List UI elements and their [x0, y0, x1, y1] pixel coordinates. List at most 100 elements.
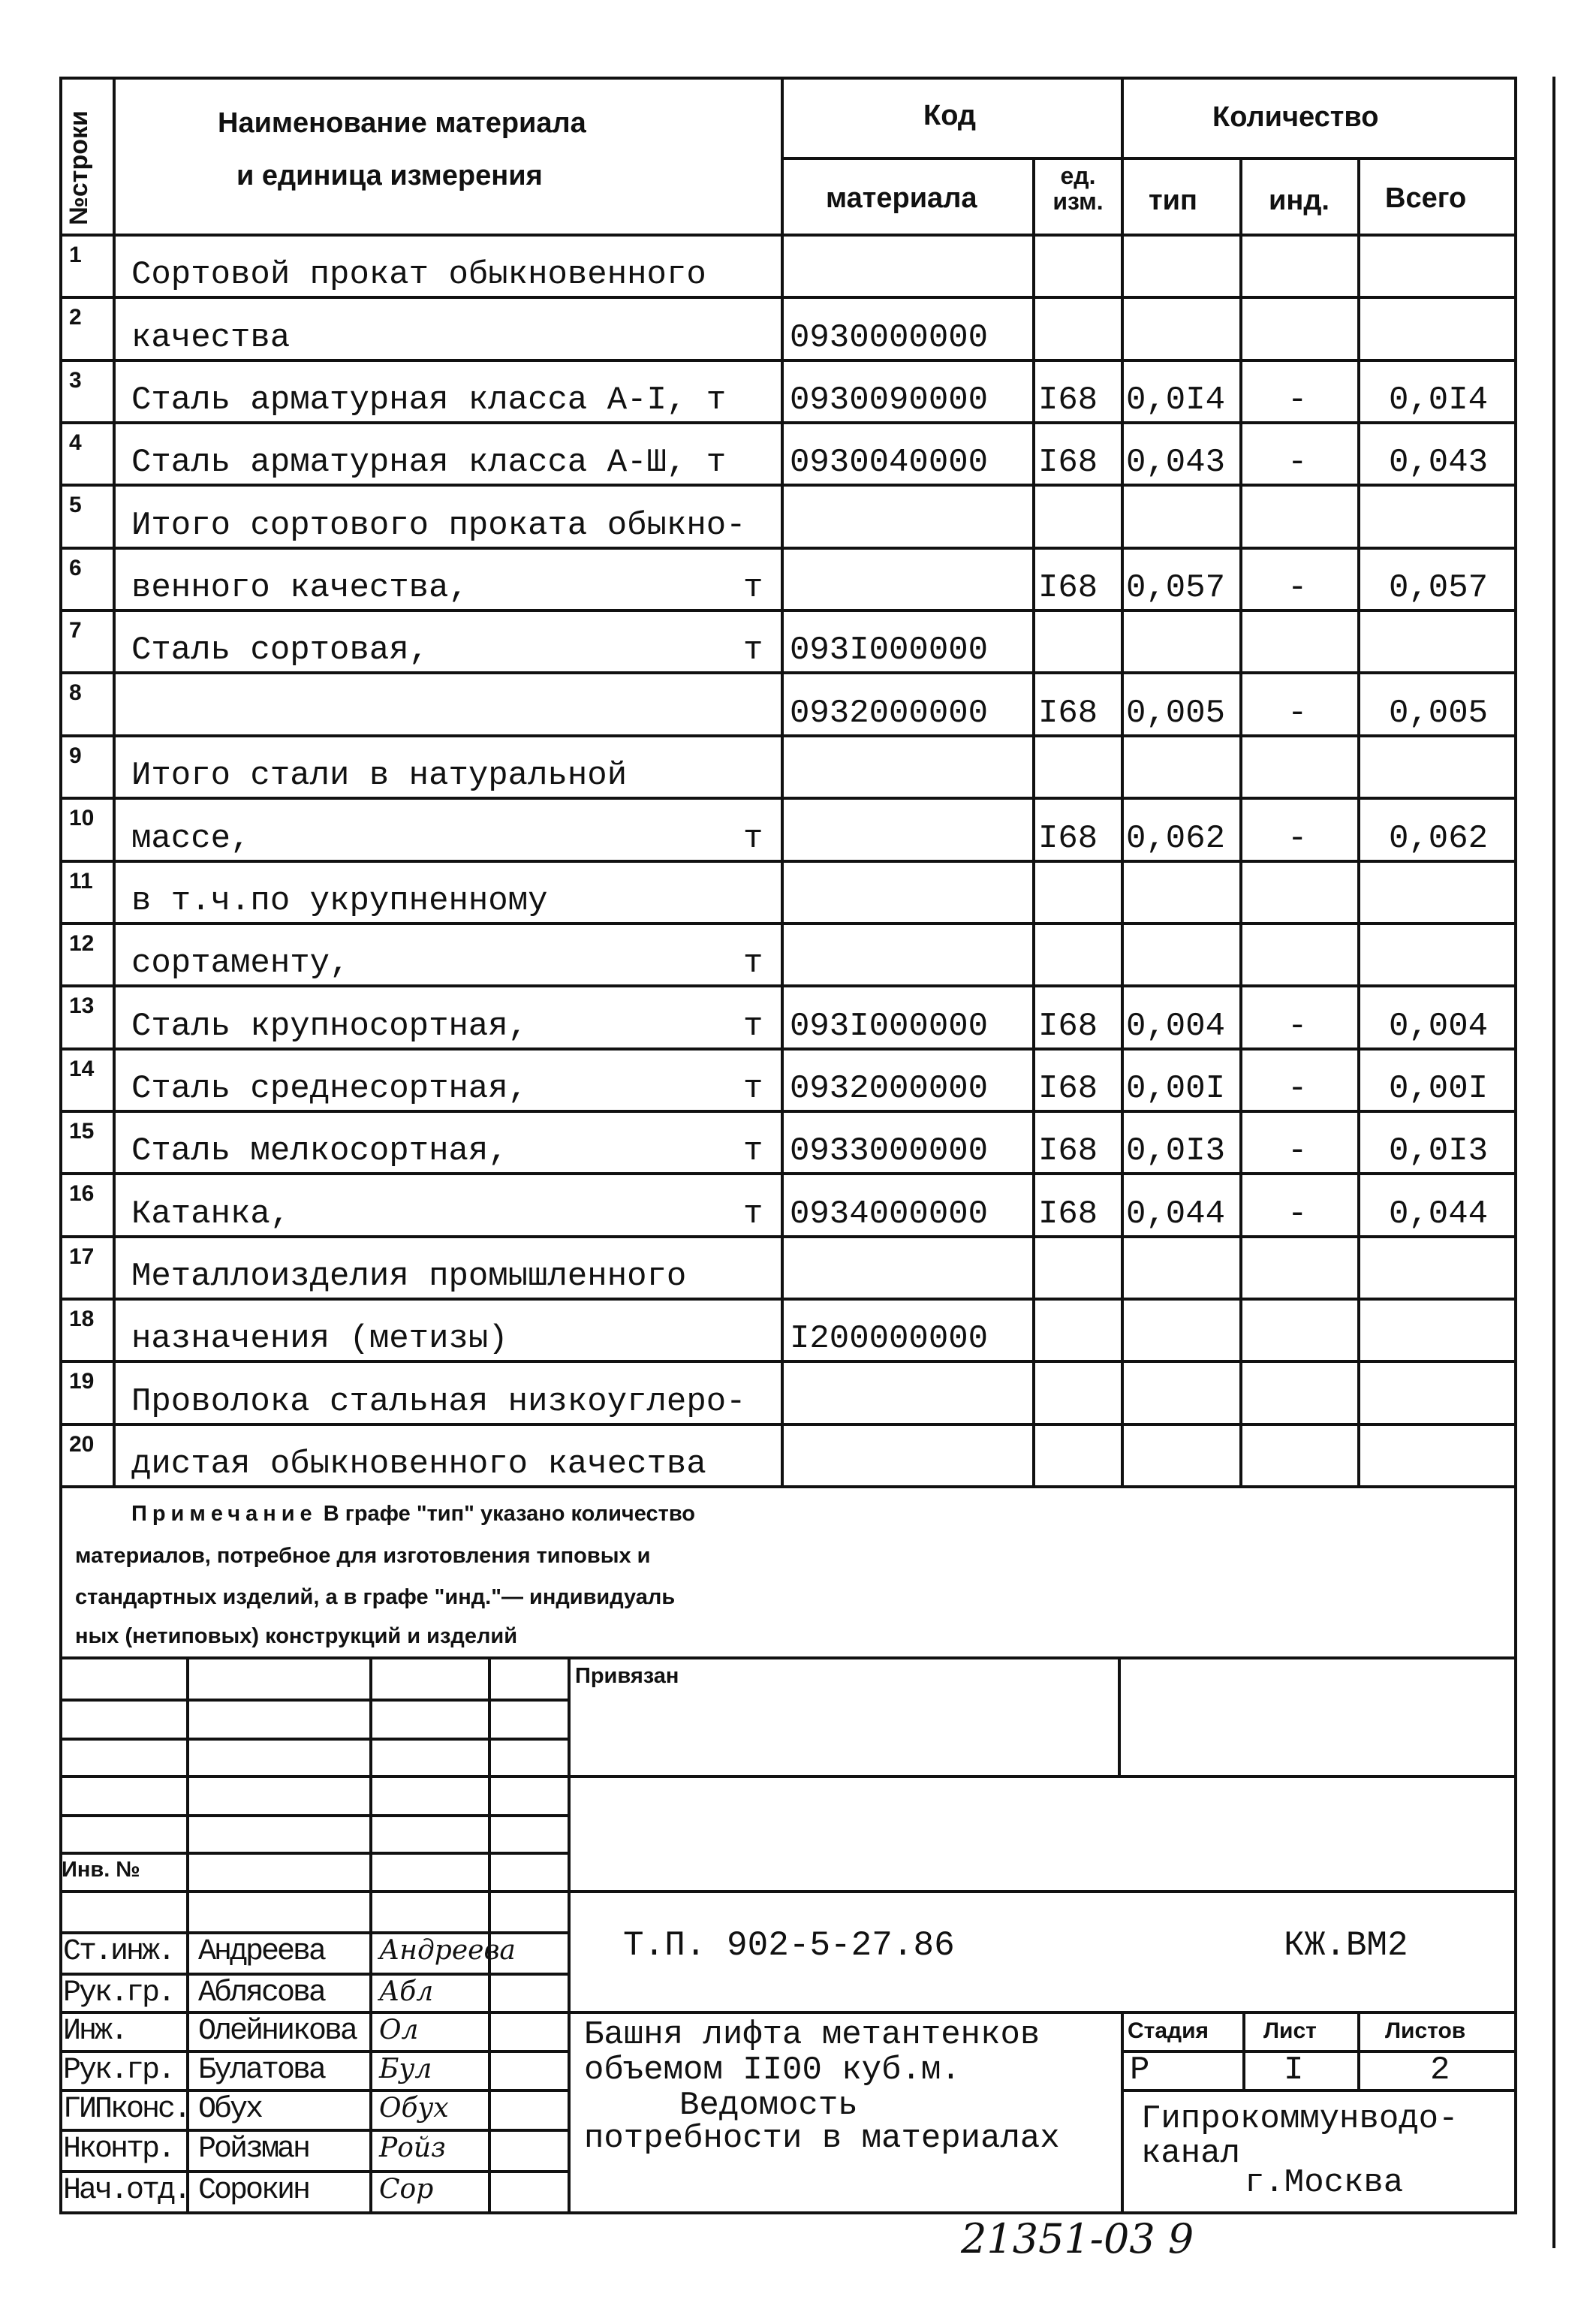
row-number: 13: [69, 993, 95, 1018]
grid-line: [1239, 157, 1242, 1488]
grid-line: [1032, 157, 1035, 1488]
material-name: дистая обыкновенного качества: [131, 1445, 706, 1483]
note-line1: Примечание В графе "тип" указано количес…: [131, 1503, 695, 1525]
signature: Обух: [379, 2093, 449, 2124]
grid-line: [1514, 77, 1517, 2214]
qty-ind: -: [1287, 1070, 1308, 1108]
grid-line: [59, 1485, 1517, 1488]
signer-role: Инж.: [63, 2015, 128, 2048]
qty-ind: -: [1287, 444, 1308, 481]
unit-code: I68: [1038, 569, 1098, 607]
grid-line: [59, 1047, 1517, 1051]
material-code: 0930090000: [790, 381, 989, 419]
grid-line: [59, 77, 62, 2214]
title-line2: объемом II00 куб.м.: [584, 2051, 961, 2089]
grid-line: [781, 157, 1517, 160]
signature: Андреева: [379, 1935, 516, 1966]
row-number: 7: [69, 618, 82, 643]
grid-line: [59, 922, 1517, 925]
signer-name: Булатова: [198, 2054, 327, 2087]
material-code: 0932000000: [790, 695, 989, 732]
grid-line: [59, 860, 1517, 863]
sheet-label: Лист: [1263, 2018, 1317, 2043]
grid-line: [1121, 77, 1124, 1488]
title-line4: потребности в материалах: [584, 2120, 1060, 2157]
qty-total: 0,044: [1389, 1195, 1489, 1233]
material-name: Катанка,: [131, 1195, 291, 1233]
note-line2: материалов, потребное для изготовления т…: [75, 1544, 651, 1568]
signature: Ройз: [379, 2133, 446, 2163]
qty-ind: -: [1287, 381, 1308, 419]
grid-line: [59, 1775, 571, 1778]
qty-type: 0,062: [1126, 820, 1226, 858]
unit: т: [743, 1195, 763, 1233]
qty-type: 0,0I4: [1126, 381, 1226, 419]
grid-line: [59, 484, 1517, 487]
qty-total: 0,00I: [1389, 1070, 1489, 1108]
qty-ind: -: [1287, 695, 1308, 732]
grid-line: [59, 421, 1517, 424]
grid-line: [59, 2129, 571, 2132]
material-name: Итого сортового проката обыкно-: [131, 507, 746, 544]
qty-total: 0,062: [1389, 820, 1489, 858]
name-header-line2: и единица измерения: [236, 160, 543, 191]
row-number: 10: [69, 806, 95, 830]
title-line3: Ведомость: [679, 2087, 858, 2124]
grid-line: [59, 1699, 571, 1702]
grid-line: [568, 1775, 1517, 1778]
grid-line: [59, 1814, 571, 1817]
stage-label: Стадия: [1128, 2018, 1209, 2043]
qty-ind-header: инд.: [1269, 185, 1329, 216]
material-name: массе,: [131, 820, 251, 858]
grid-line: [59, 609, 1517, 612]
grid-line: [59, 1738, 571, 1741]
grid-line: [59, 2011, 571, 2014]
material-code: 0930000000: [790, 319, 989, 357]
qty-type-header: тип: [1149, 185, 1197, 216]
row-number: 5: [69, 493, 82, 517]
grid-line: [59, 1110, 1517, 1113]
grid-line: [59, 77, 1517, 80]
qty-type: 0,057: [1126, 569, 1226, 607]
signature: Сор: [379, 2174, 434, 2205]
material-name: в т.ч.по укрупненному: [131, 882, 548, 920]
grid-line: [59, 296, 1517, 299]
signer-role: Рук.гр.: [63, 2054, 176, 2087]
grid-line: [59, 1423, 1517, 1426]
doc-number: Т.П. 902-5-27.86: [623, 1926, 955, 1965]
signature: Абл: [379, 1976, 434, 2007]
unit: т: [743, 1132, 763, 1170]
code-header: Код: [923, 100, 977, 131]
material-code: 0933000000: [790, 1132, 989, 1170]
grid-line: [59, 1931, 571, 1934]
doc-code: КЖ.ВМ2: [1284, 1926, 1408, 1965]
unit-code: I68: [1038, 695, 1098, 732]
material-name: качества: [131, 319, 291, 357]
signer-role: ГИПконс.: [63, 2093, 191, 2127]
qty-ind: -: [1287, 820, 1308, 858]
sheet-border: [1552, 77, 1555, 2248]
grid-line: [59, 2050, 571, 2053]
note-line4: ных (нетиповых) конструкций и изделий: [75, 1624, 518, 1648]
material-code: 0932000000: [790, 1070, 989, 1108]
row-number: 1: [69, 243, 82, 267]
qty-total: 0,004: [1389, 1008, 1489, 1045]
grid-line: [1118, 1656, 1121, 1778]
row-number-header: №строки: [65, 110, 93, 225]
signer-role: Нконтр.: [63, 2133, 176, 2166]
row-number: 17: [69, 1244, 95, 1269]
material-code: 0934000000: [790, 1195, 989, 1233]
qty-type: 0,0I3: [1126, 1132, 1226, 1170]
qty-type: 0,00I: [1126, 1070, 1226, 1108]
sheets-value: 2: [1430, 2051, 1450, 2089]
row-number: 9: [69, 743, 82, 768]
row-number: 2: [69, 305, 82, 330]
unit-code: I68: [1038, 444, 1098, 481]
grid-line: [369, 1656, 372, 2214]
grid-line: [59, 671, 1517, 674]
row-number: 11: [69, 869, 93, 894]
signer-role: Ст.инж.: [63, 1935, 176, 1969]
material-code: 0930040000: [790, 444, 989, 481]
signer-role: Рук.гр.: [63, 1976, 176, 2010]
name-header-line1: Наименование материала: [218, 107, 586, 139]
